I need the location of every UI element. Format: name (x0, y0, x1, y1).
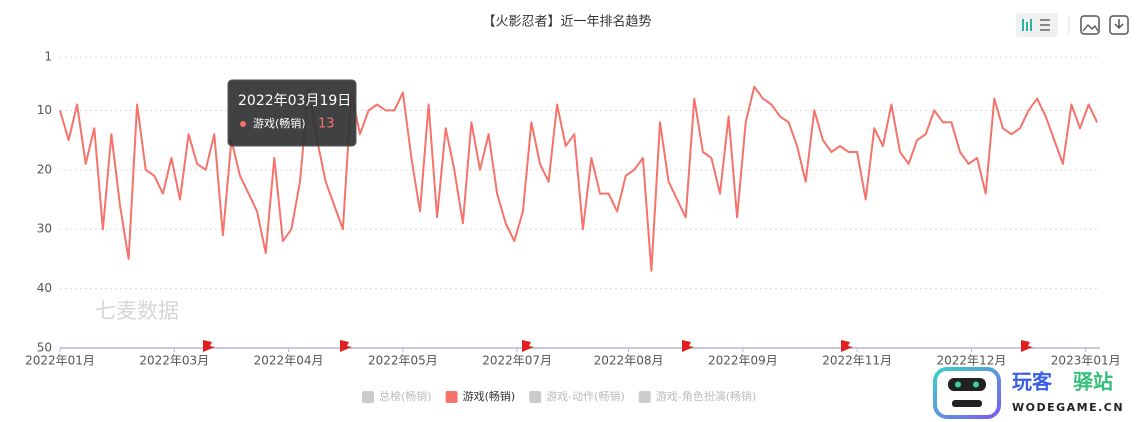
brand-name-a: 玩客 (1012, 370, 1053, 394)
x-tick-label: 2022年03月 (139, 354, 209, 368)
flag (682, 340, 694, 352)
flag (1021, 340, 1033, 352)
logo-eye (973, 381, 979, 388)
image-icon[interactable] (1080, 15, 1100, 35)
legend: 总榜(畅销) 游戏(畅销) 游戏-动作(畅销) 游戏-角色扮演(畅销) (362, 389, 756, 403)
x-tick-label: 2022年05月 (368, 354, 438, 368)
y-tick-label: 20 (37, 162, 52, 176)
toolbar (1016, 13, 1129, 37)
x-tick-label: 2022年04月 (254, 354, 324, 368)
event-flags (203, 340, 1033, 352)
logo-frame (933, 367, 1001, 419)
brand-logo: 玩客 驿站 WODEGAME.CN (933, 367, 1124, 419)
x-tick-label: 2022年11月 (822, 354, 892, 368)
tooltip: 2022年03月19日 游戏(畅销) 13 (227, 79, 357, 147)
tooltip-value: 13 (318, 117, 335, 132)
x-tick-label: 2022年01月 (25, 354, 95, 368)
x-tick-label: 2022年08月 (594, 354, 664, 368)
x-tick-label: 2022年12月 (937, 354, 1007, 368)
tooltip-box (227, 79, 357, 147)
y-tick-label: 30 (37, 222, 52, 236)
legend-swatch (638, 391, 651, 403)
list-icon (1040, 19, 1050, 31)
y-tick-label: 10 (37, 103, 52, 117)
y-tick-label: 1 (44, 50, 52, 64)
series-line (59, 85, 1099, 272)
y-tick-label: 50 (37, 341, 52, 355)
flag (340, 340, 352, 352)
image-icon-glyph (1082, 24, 1099, 32)
tooltip-series: 游戏(畅销) (253, 116, 306, 130)
flag (841, 340, 853, 352)
legend-label: 游戏-动作(畅销) (546, 389, 625, 403)
flag (203, 340, 215, 352)
legend-swatch (362, 391, 374, 403)
x-tick-label: 2022年07月 (482, 354, 552, 368)
legend-label: 游戏(畅销) (463, 389, 516, 403)
legend-label: 总榜(畅销) (379, 389, 432, 403)
logo-eye (955, 381, 961, 388)
x-tick-label: 2023年01月 (1051, 354, 1121, 368)
chart-title: 【火影忍者】近一年排名趋势 (482, 14, 651, 30)
watermark: 七麦数据 (95, 299, 179, 323)
download-glyph (1114, 19, 1124, 30)
bar-icon (1022, 19, 1032, 31)
legend-swatch (445, 391, 458, 403)
y-tick-label: 40 (37, 281, 52, 295)
legend-swatch (529, 391, 542, 403)
download-icon[interactable] (1109, 15, 1129, 35)
x-tick-label: 2022年09月 (708, 354, 778, 368)
tooltip-title: 2022年03月19日 (238, 93, 351, 109)
brand-site: WODEGAME.CN (1012, 401, 1124, 414)
logo-mouth (952, 400, 982, 407)
flag (522, 340, 534, 352)
legend-label: 游戏-角色扮演(畅销) (656, 389, 757, 403)
brand-name-b: 驿站 (1073, 370, 1113, 394)
logo-eyes (948, 378, 986, 391)
tooltip-dot (240, 121, 246, 127)
